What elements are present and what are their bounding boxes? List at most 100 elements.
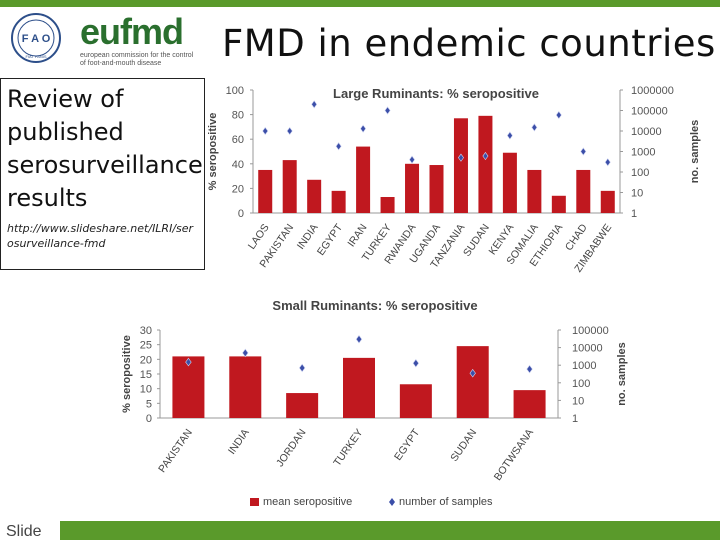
bar [399,384,432,418]
bar [356,146,371,213]
y2-axis-label: no. samples [616,342,628,406]
y2-tick-label: 100 [631,167,649,179]
bar [258,169,273,213]
y2-tick-label: 1000 [572,360,596,372]
y2-tick-label: 1000 [631,147,655,159]
slide-label: Slide [0,521,60,540]
y-tick-label: 80 [232,110,244,122]
charts-canvas: Large Ruminants: % seropositive 0 20 40 60 80… [121,85,701,508]
bar [331,190,346,213]
fao-logo-letters: F A O [22,33,51,45]
y-tick-label: 20 [232,183,244,195]
sample-marker [457,153,464,162]
y-tick-label: 0 [146,413,152,425]
bar [453,118,468,213]
sample-marker [286,126,293,136]
category-label: JORDAN [274,427,309,469]
y2-tick-label: 10000 [631,126,662,138]
sample-marker [469,368,476,378]
bar [380,197,395,213]
bar [600,190,615,213]
y-tick-label: 25 [140,340,152,352]
top-accent-bar [0,0,720,7]
bar [286,393,319,418]
legend-bar-label: mean seropositive [263,496,352,508]
y2-tick-label: 1 [631,208,637,220]
review-link[interactable]: http://www.slideshare.net/ILRI/serosurve… [7,222,194,250]
y2-tick-label: 100 [572,378,590,390]
category-label: SUDAN [461,222,492,259]
sample-marker [580,147,587,156]
y2-tick-label: 1000000 [631,85,674,97]
legend-marker-swatch [389,498,395,506]
sample-marker [384,106,391,115]
y2-tick-label: 10 [572,395,584,407]
bar [513,390,546,418]
sample-marker [526,364,533,374]
category-label: TURKEY [331,427,365,469]
bar [527,169,542,213]
sample-marker [360,124,367,133]
review-textbox: Review of published serosurveillance res… [0,78,205,270]
category-label: BOTWSANA [492,427,536,483]
fao-logo: F A O FIAT PANIS [10,12,62,64]
page-title: FMD in endemic countries [222,22,716,65]
legend-marker-label: number of samples [399,496,493,508]
review-text: Review of published serosurveillance res… [7,85,203,212]
sample-marker [335,142,342,151]
sample-marker [311,100,318,109]
eufmd-logo: eufmd european commission for the contro… [80,14,200,68]
y2-tick-label: 100000 [631,106,668,118]
category-label: IRAN [345,222,369,249]
y2-axis-label: no. samples [689,120,701,184]
y-tick-label: 10 [140,384,152,396]
y2-tick-label: 10 [631,188,643,200]
sample-marker [604,158,611,167]
y2-tick-label: 100000 [572,325,609,337]
sample-marker [482,151,489,161]
sample-marker [531,123,538,132]
category-label: INDIA [226,427,252,457]
bar [229,356,262,418]
sample-marker [555,110,562,120]
bar [307,179,322,213]
bar [551,195,566,213]
y-tick-label: 15 [140,369,152,381]
sample-marker [262,126,269,136]
sample-marker [409,155,416,164]
y-tick-label: 40 [232,159,244,171]
sample-marker [185,357,192,367]
y-axis-label: % seropositive [121,335,133,413]
y2-tick-label: 1 [572,413,578,425]
y-tick-label: 20 [140,354,152,366]
y-tick-label: 5 [146,398,152,410]
chart-title: Large Ruminants: % seropositive [333,86,539,101]
y-tick-label: 0 [238,208,244,220]
sample-marker [506,131,513,140]
y-tick-label: 30 [140,325,152,337]
bottom-accent-bar [0,521,720,540]
bar [502,152,517,213]
sample-marker [412,358,420,368]
fao-logo-tagline: FIAT PANIS [25,54,46,59]
legend-bar-swatch [250,498,259,506]
bar [343,357,375,418]
sample-marker [242,348,249,358]
eufmd-logo-subtitle: european commission for the control of f… [80,52,194,67]
category-label: SUDAN [448,427,479,464]
chart-title: Small Ruminants: % seropositive [272,298,477,313]
category-label: EGYPT [392,426,423,463]
sample-marker [355,334,363,344]
category-label: EGYPT [315,221,346,258]
bar [456,346,489,418]
bar [576,169,591,213]
bar [172,356,205,418]
category-label: PAKISTAN [156,427,195,475]
y-tick-label: 60 [232,134,244,146]
bar [405,163,420,213]
y-axis-label: % seropositive [207,113,219,191]
bar [478,115,493,213]
eufmd-logo-word: eufmd [80,11,184,52]
y2-tick-label: 10000 [572,343,603,355]
bar [282,160,297,213]
